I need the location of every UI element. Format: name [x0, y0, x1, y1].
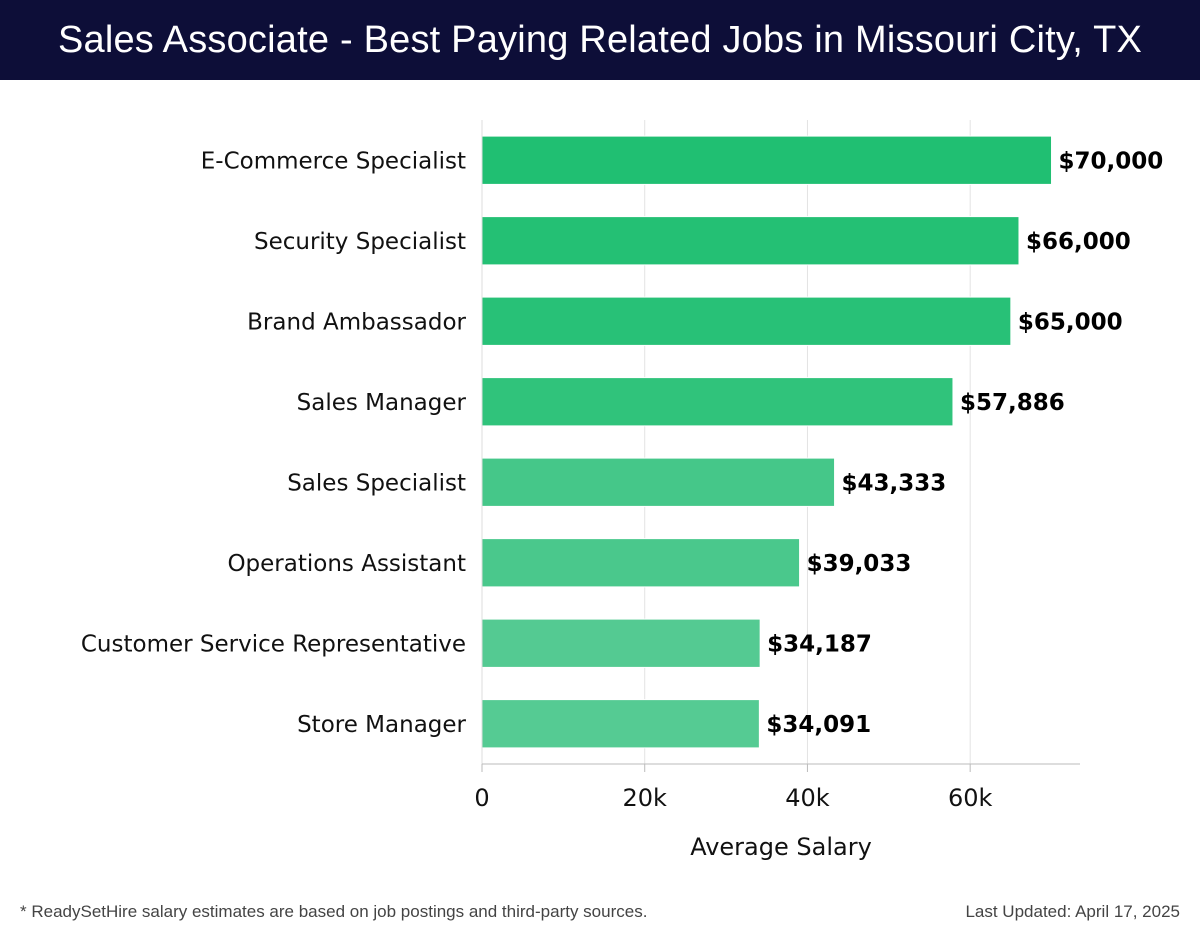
bar [481, 618, 761, 668]
bar [481, 377, 954, 427]
y-tick-label: Store Manager [297, 712, 466, 738]
title-bar: Sales Associate - Best Paying Related Jo… [0, 0, 1200, 80]
bar [481, 699, 760, 749]
data-label: $65,000 [1018, 309, 1123, 335]
data-label: $57,886 [960, 390, 1065, 416]
footer-updated: Last Updated: April 17, 2025 [965, 902, 1180, 921]
x-tick-label: 60k [948, 784, 993, 812]
chart-title: Sales Associate - Best Paying Related Jo… [57, 18, 1143, 61]
bar-chart: $70,000 $66,000 $65,000 $57,886 $43,333 $39,0… [81, 120, 1164, 861]
bar [481, 135, 1053, 185]
data-label: $34,187 [767, 631, 872, 657]
y-tick-label: E-Commerce Specialist [201, 148, 466, 174]
y-tick-label: Operations Assistant [227, 551, 466, 577]
y-tick-label: Security Specialist [254, 229, 466, 255]
y-tick-label: Customer Service Representative [81, 631, 466, 657]
bars-layer: $70,000 $66,000 $65,000 $57,886 $43,333 $39,0… [481, 135, 1164, 749]
data-label: $66,000 [1026, 229, 1131, 255]
footer-note: * ReadySetHire salary estimates are base… [20, 902, 648, 921]
data-label: $39,033 [807, 551, 912, 577]
bar [481, 216, 1020, 266]
y-tick-label: Brand Ambassador [247, 309, 466, 335]
y-tick-label: Sales Specialist [287, 470, 466, 496]
data-label: $34,091 [766, 712, 871, 738]
y-tick-label: Sales Manager [297, 390, 467, 416]
bar [481, 296, 1012, 346]
x-axis-title: Average Salary [690, 833, 872, 861]
bar [481, 457, 836, 507]
x-tick-label: 40k [785, 784, 830, 812]
data-label: $43,333 [842, 470, 947, 496]
bar [481, 538, 801, 588]
axis-layer: 0 20k 40k 60k E-Commerce Specialist Security … [81, 120, 1080, 812]
x-tick-label: 0 [474, 784, 489, 812]
x-tick-label: 20k [623, 784, 668, 812]
data-label: $70,000 [1059, 148, 1164, 174]
